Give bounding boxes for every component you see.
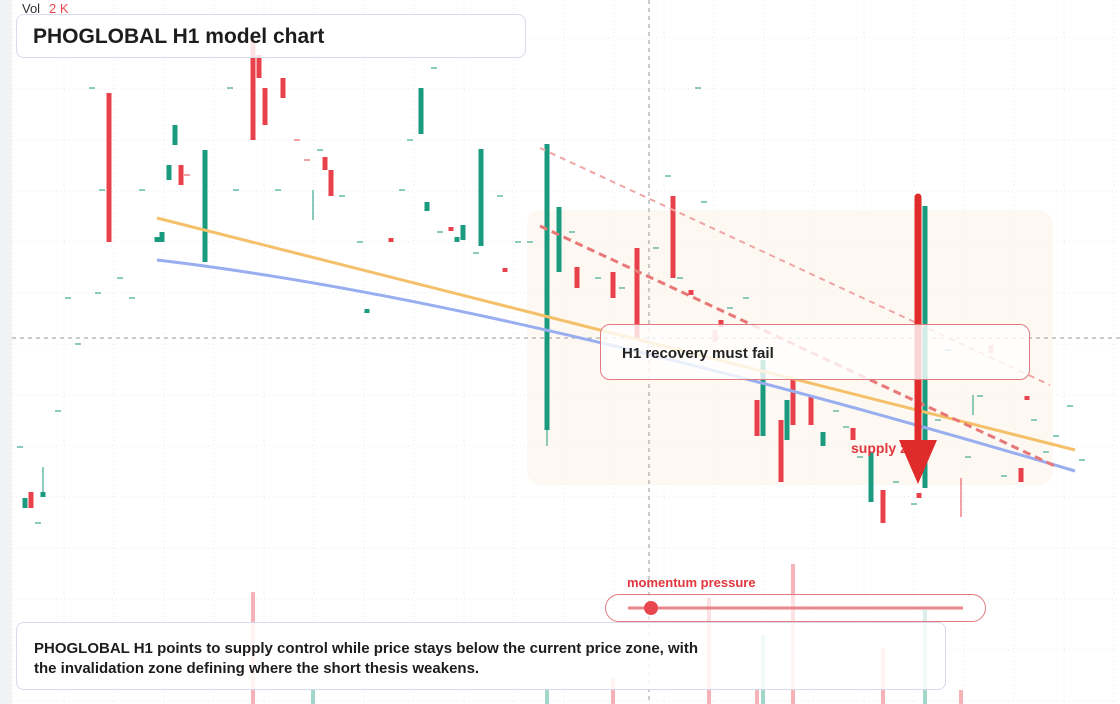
indicator-label: momentum pressure xyxy=(627,575,756,590)
trend-blue xyxy=(156,258,1076,473)
candle xyxy=(262,88,268,125)
candle xyxy=(478,149,484,246)
candle xyxy=(448,227,454,231)
candle xyxy=(634,248,640,338)
candle xyxy=(688,290,694,295)
candle xyxy=(424,202,430,211)
slider-knob xyxy=(644,601,658,615)
note-text: H1 recovery must fail xyxy=(622,345,774,362)
volume-bar xyxy=(755,690,759,704)
candle xyxy=(388,238,394,242)
volume-label: Vol xyxy=(22,1,41,16)
candle xyxy=(916,493,922,498)
candle xyxy=(22,498,28,508)
volume-value: 2 K xyxy=(49,1,69,16)
candle xyxy=(754,400,760,436)
candle xyxy=(556,207,562,272)
candle xyxy=(850,428,856,440)
candle xyxy=(1024,396,1030,400)
candle xyxy=(670,196,676,278)
caption-text: PHOGLOBAL H1 points to supply control wh… xyxy=(34,640,698,677)
chart-title: PHOGLOBAL H1 model chart xyxy=(33,25,325,48)
indicator-track xyxy=(628,601,963,615)
candle xyxy=(784,400,790,440)
candle xyxy=(502,268,508,272)
channel-lower xyxy=(539,224,1056,468)
candle xyxy=(322,157,328,170)
candle xyxy=(250,40,256,140)
candle xyxy=(574,267,580,288)
arrow-head xyxy=(899,440,937,484)
candle xyxy=(778,420,784,482)
candle xyxy=(460,225,466,240)
candle xyxy=(159,232,165,242)
candle xyxy=(760,360,766,436)
candle xyxy=(820,432,826,446)
volume-bar xyxy=(311,690,315,704)
candle xyxy=(172,125,178,145)
volume-bar xyxy=(545,690,549,704)
left-strip xyxy=(0,0,12,704)
candle xyxy=(154,237,160,242)
indicator-panel xyxy=(605,594,986,622)
candle xyxy=(202,150,208,262)
candle xyxy=(364,309,370,313)
volume-bar xyxy=(611,678,615,704)
note-panel: H1 recovery must fail xyxy=(600,324,1030,380)
candle xyxy=(106,93,112,242)
candle xyxy=(418,88,424,134)
candle xyxy=(454,237,460,242)
candle xyxy=(328,170,334,196)
channel-upper xyxy=(539,147,1051,386)
candle xyxy=(1018,468,1024,482)
candle xyxy=(790,380,796,425)
candle xyxy=(880,490,886,523)
candle xyxy=(718,320,724,327)
candle xyxy=(808,395,814,425)
caption-panel: PHOGLOBAL H1 points to supply control wh… xyxy=(16,622,946,690)
candle xyxy=(166,165,172,180)
candle xyxy=(868,452,874,502)
candle xyxy=(610,272,616,298)
title-panel: PHOGLOBAL H1 model chart xyxy=(16,14,526,58)
volume-bar xyxy=(959,690,963,704)
candle xyxy=(280,78,286,98)
candle xyxy=(256,55,262,78)
candle xyxy=(28,492,34,508)
candle xyxy=(178,165,184,185)
